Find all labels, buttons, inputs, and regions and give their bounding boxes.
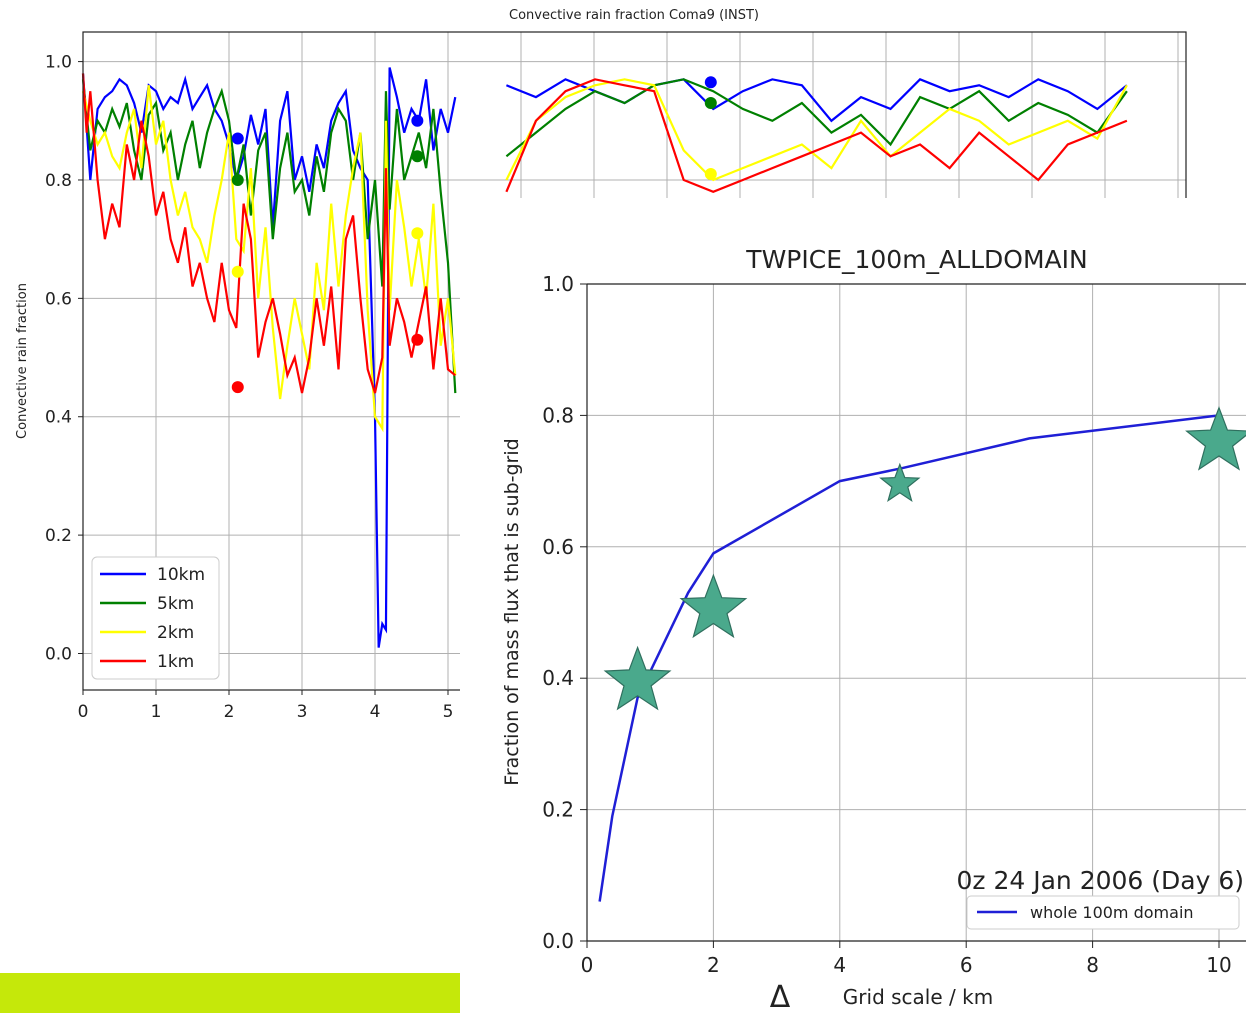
marker-10km	[411, 114, 424, 127]
left-chart-ylabel: Convective rain fraction	[15, 283, 30, 439]
star-marker	[603, 645, 672, 711]
series-line-right-1km	[505, 78, 1128, 193]
left-xtick-label: 2	[224, 702, 235, 722]
legend-label-2km: 2km	[157, 623, 194, 643]
inset-ytick-label: 1.0	[542, 272, 574, 296]
marker-2km	[411, 227, 424, 240]
legend-label-10km: 10km	[157, 565, 205, 585]
left-ytick-label: 0.0	[45, 644, 72, 664]
inset-title: TWPICE_100m_ALLDOMAIN	[745, 245, 1087, 274]
left-chart-xticks: 0 1 2 3 4 5	[78, 690, 454, 722]
inset-xtick-label: 6	[960, 953, 973, 977]
left-chart-series	[81, 67, 1128, 648]
legend-label-1km: 1km	[157, 652, 194, 672]
marker-5km	[704, 97, 717, 110]
marker-1km	[411, 333, 424, 346]
left-ytick-label: 0.8	[45, 171, 72, 191]
inset-ytick-label: 0.4	[542, 666, 574, 690]
inset-xtick-label: 8	[1086, 953, 1099, 977]
inset-ytick-label: 0.6	[542, 535, 574, 559]
inset-background	[460, 198, 1246, 1013]
star-marker	[879, 462, 921, 502]
inset-ylabel: Fraction of mass flux that is sub-grid	[501, 438, 523, 785]
marker-5km	[411, 150, 424, 163]
inset-xticks: 0 2 4 6 8 10	[581, 941, 1232, 977]
series-line-1km	[81, 73, 456, 394]
series-line-2km	[81, 85, 457, 433]
legend-label-5km: 5km	[157, 594, 194, 614]
marker-5km	[231, 173, 244, 186]
mass-flux-inset: TWPICE_100m_ALLDOMAIN 0.0 0.2 0.4 0.6 0.8 1.0…	[460, 198, 1246, 1013]
accent-bar	[0, 973, 460, 1013]
left-ytick-label: 1.0	[45, 53, 72, 73]
left-ytick-label: 0.4	[45, 408, 72, 428]
left-chart-legend: 10km 5km 2km 1km	[91, 556, 220, 680]
inset-ytick-label: 0.2	[542, 798, 574, 822]
marker-10km	[704, 76, 717, 89]
inset-annotation: 0z 24 Jan 2006 (Day 6)	[956, 866, 1244, 895]
left-xtick-label: 1	[151, 702, 162, 722]
left-legend-box	[91, 556, 220, 680]
inset-xtick-label: 4	[833, 953, 846, 977]
left-ytick-label: 0.6	[45, 289, 72, 309]
inset-series	[598, 414, 1220, 902]
left-xtick-label: 3	[297, 702, 308, 722]
inset-legend-box	[966, 895, 1240, 930]
marker-2km	[231, 265, 244, 278]
inset-xlabel: Grid scale / km	[843, 985, 993, 1009]
left-chart-markers	[231, 76, 717, 394]
inset-legend: whole 100m domain	[966, 895, 1240, 930]
series-line-5km	[81, 79, 457, 394]
star-marker	[679, 573, 748, 639]
inset-legend-label: whole 100m domain	[1030, 903, 1194, 922]
marker-1km	[231, 381, 244, 394]
series-line-right-5km	[505, 78, 1128, 158]
inset-xtick-label: 10	[1206, 953, 1231, 977]
series-line-right-2km	[505, 78, 1128, 182]
inset-xtick-label: 0	[581, 953, 594, 977]
left-xtick-label: 5	[443, 702, 454, 722]
left-chart-title: Convective rain fraction Coma9 (INST)	[509, 8, 759, 23]
inset-xlabel-symbol: Δ	[770, 980, 791, 1013]
marker-2km	[704, 168, 717, 181]
inset-ytick-label: 0.0	[542, 929, 574, 953]
marker-10km	[231, 132, 244, 145]
inset-ytick-label: 0.8	[542, 403, 574, 427]
left-xtick-label: 0	[78, 702, 89, 722]
series-line-right-10km	[505, 78, 1128, 123]
inset-stars	[603, 405, 1246, 711]
left-ytick-label: 0.2	[45, 526, 72, 546]
left-chart-yticks: 0.0 0.2 0.4 0.6 0.8 1.0	[45, 53, 83, 664]
inset-series-line	[598, 414, 1220, 902]
inset-xtick-label: 2	[707, 953, 720, 977]
left-xtick-label: 4	[370, 702, 381, 722]
star-marker	[1185, 405, 1246, 471]
inset-yticks: 0.0 0.2 0.4 0.6 0.8 1.0	[542, 272, 587, 953]
